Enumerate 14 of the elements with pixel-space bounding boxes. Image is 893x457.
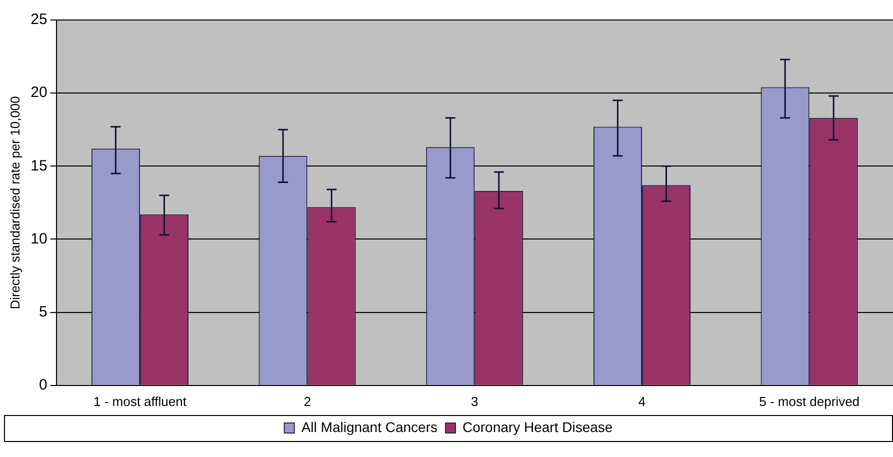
x-tick-label: 3 <box>471 394 478 409</box>
y-tick-label: 25 <box>30 11 48 28</box>
legend-label: All Malignant Cancers <box>301 418 438 435</box>
legend-label: Coronary Heart Disease <box>462 418 613 435</box>
x-tick-label: 2 <box>304 394 311 409</box>
x-tick-label: 4 <box>638 394 646 409</box>
x-tick-label: 5 - most deprived <box>759 394 860 409</box>
x-tick-label: 1 - most affluent <box>93 394 187 409</box>
y-tick-label: 5 <box>38 303 48 320</box>
y-tick-label: 15 <box>30 157 48 174</box>
y-tick-label: 10 <box>30 230 48 248</box>
y-axis-title: Directly standardised rate per 10,000 <box>7 96 22 310</box>
y-tick-label: 20 <box>30 84 48 102</box>
y-tick-label: 0 <box>38 376 48 394</box>
